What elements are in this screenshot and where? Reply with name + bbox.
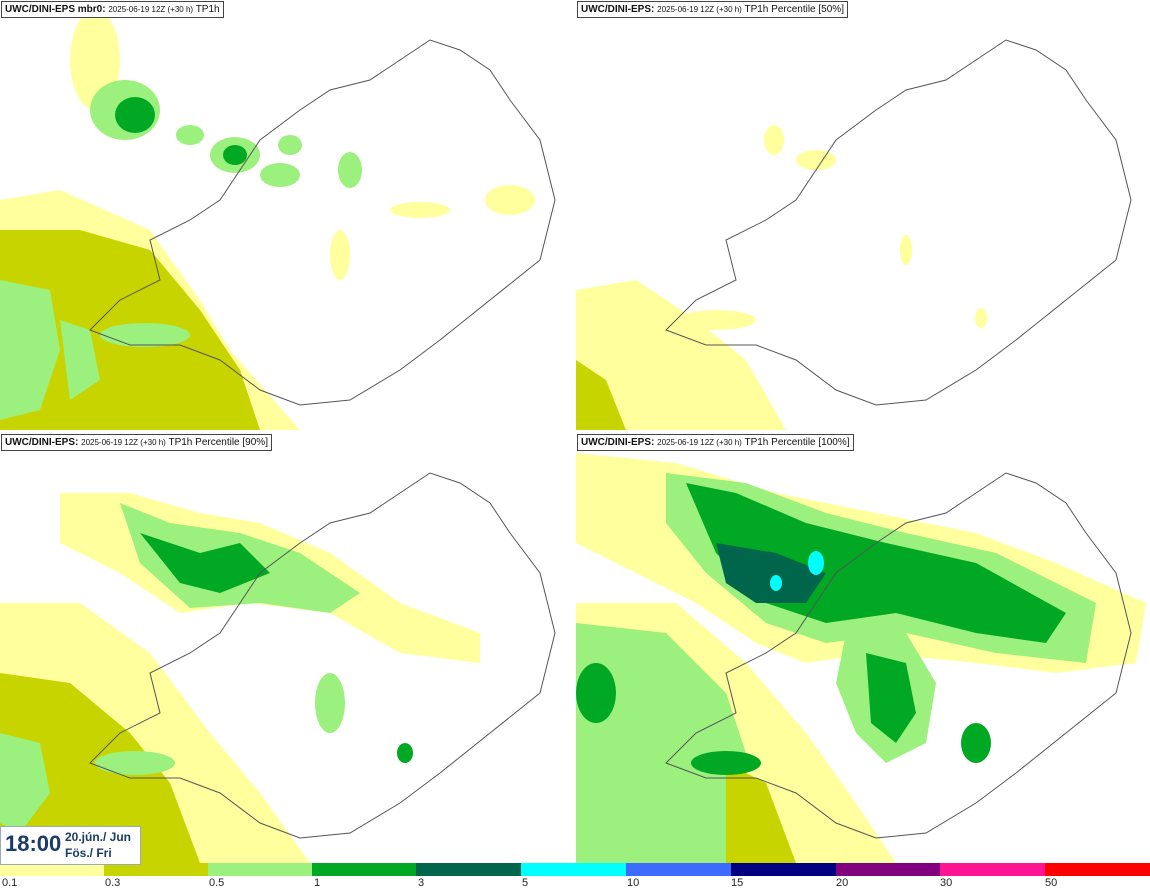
legend-label: 30 (940, 877, 953, 889)
legend-swatch (0, 863, 104, 876)
panel-title: UWC/DINI-EPS: 2025-06-19 12Z (+30 h) TP1… (577, 434, 854, 451)
legend-swatch (104, 863, 208, 876)
legend-label: 0.1 (2, 877, 18, 889)
legend-swatch (836, 863, 940, 876)
panel-title: UWC/DINI-EPS: 2025-06-19 12Z (+30 h) TP1… (1, 434, 272, 451)
legend-label: 1 (314, 877, 321, 889)
legend-label: 15 (731, 877, 744, 889)
precip-map-p100 (576, 453, 1146, 863)
legend-swatch (731, 863, 836, 876)
legend-label: 0.5 (209, 877, 225, 889)
legend-swatch (626, 863, 731, 876)
valid-time-box: 18:00 20.jún./ Jun Fös./ Fri (0, 826, 141, 865)
legend-label: 10 (627, 877, 640, 889)
legend-label: 3 (418, 877, 425, 889)
color-legend: 0.1 0.3 0.5 1 3 5 10 15 20 30 50 (0, 863, 1150, 891)
panel-mbr0: UWC/DINI-EPS mbr0: 2025-06-19 12Z (+30 h… (0, 0, 574, 430)
legend-swatch (521, 863, 626, 876)
legend-label: 50 (1045, 877, 1058, 889)
precip-map-p50 (576, 39, 1132, 430)
panel-p100: UWC/DINI-EPS: 2025-06-19 12Z (+30 h) TP1… (576, 433, 1150, 863)
valid-time: 18:00 (5, 831, 62, 856)
valid-date: 20.jún./ Jun (65, 830, 132, 844)
panel-title: UWC/DINI-EPS: 2025-06-19 12Z (+30 h) TP1… (577, 1, 848, 18)
legend-label: 20 (836, 877, 849, 889)
legend-swatch (312, 863, 416, 876)
legend-swatch (940, 863, 1045, 876)
precip-map-p90 (0, 472, 556, 863)
legend-swatch (1045, 863, 1150, 876)
panel-title: UWC/DINI-EPS mbr0: 2025-06-19 12Z (+30 h… (1, 1, 224, 18)
valid-day: Fös./ Fri (65, 846, 112, 860)
precip-map-mbr0 (0, 10, 556, 430)
panel-p90: UWC/DINI-EPS: 2025-06-19 12Z (+30 h) TP1… (0, 433, 574, 863)
legend-swatch (208, 863, 312, 876)
panel-p50: UWC/DINI-EPS: 2025-06-19 12Z (+30 h) TP1… (576, 0, 1150, 430)
legend-label: 0.3 (105, 877, 121, 889)
legend-label: 5 (522, 877, 529, 889)
legend-swatch (416, 863, 521, 876)
